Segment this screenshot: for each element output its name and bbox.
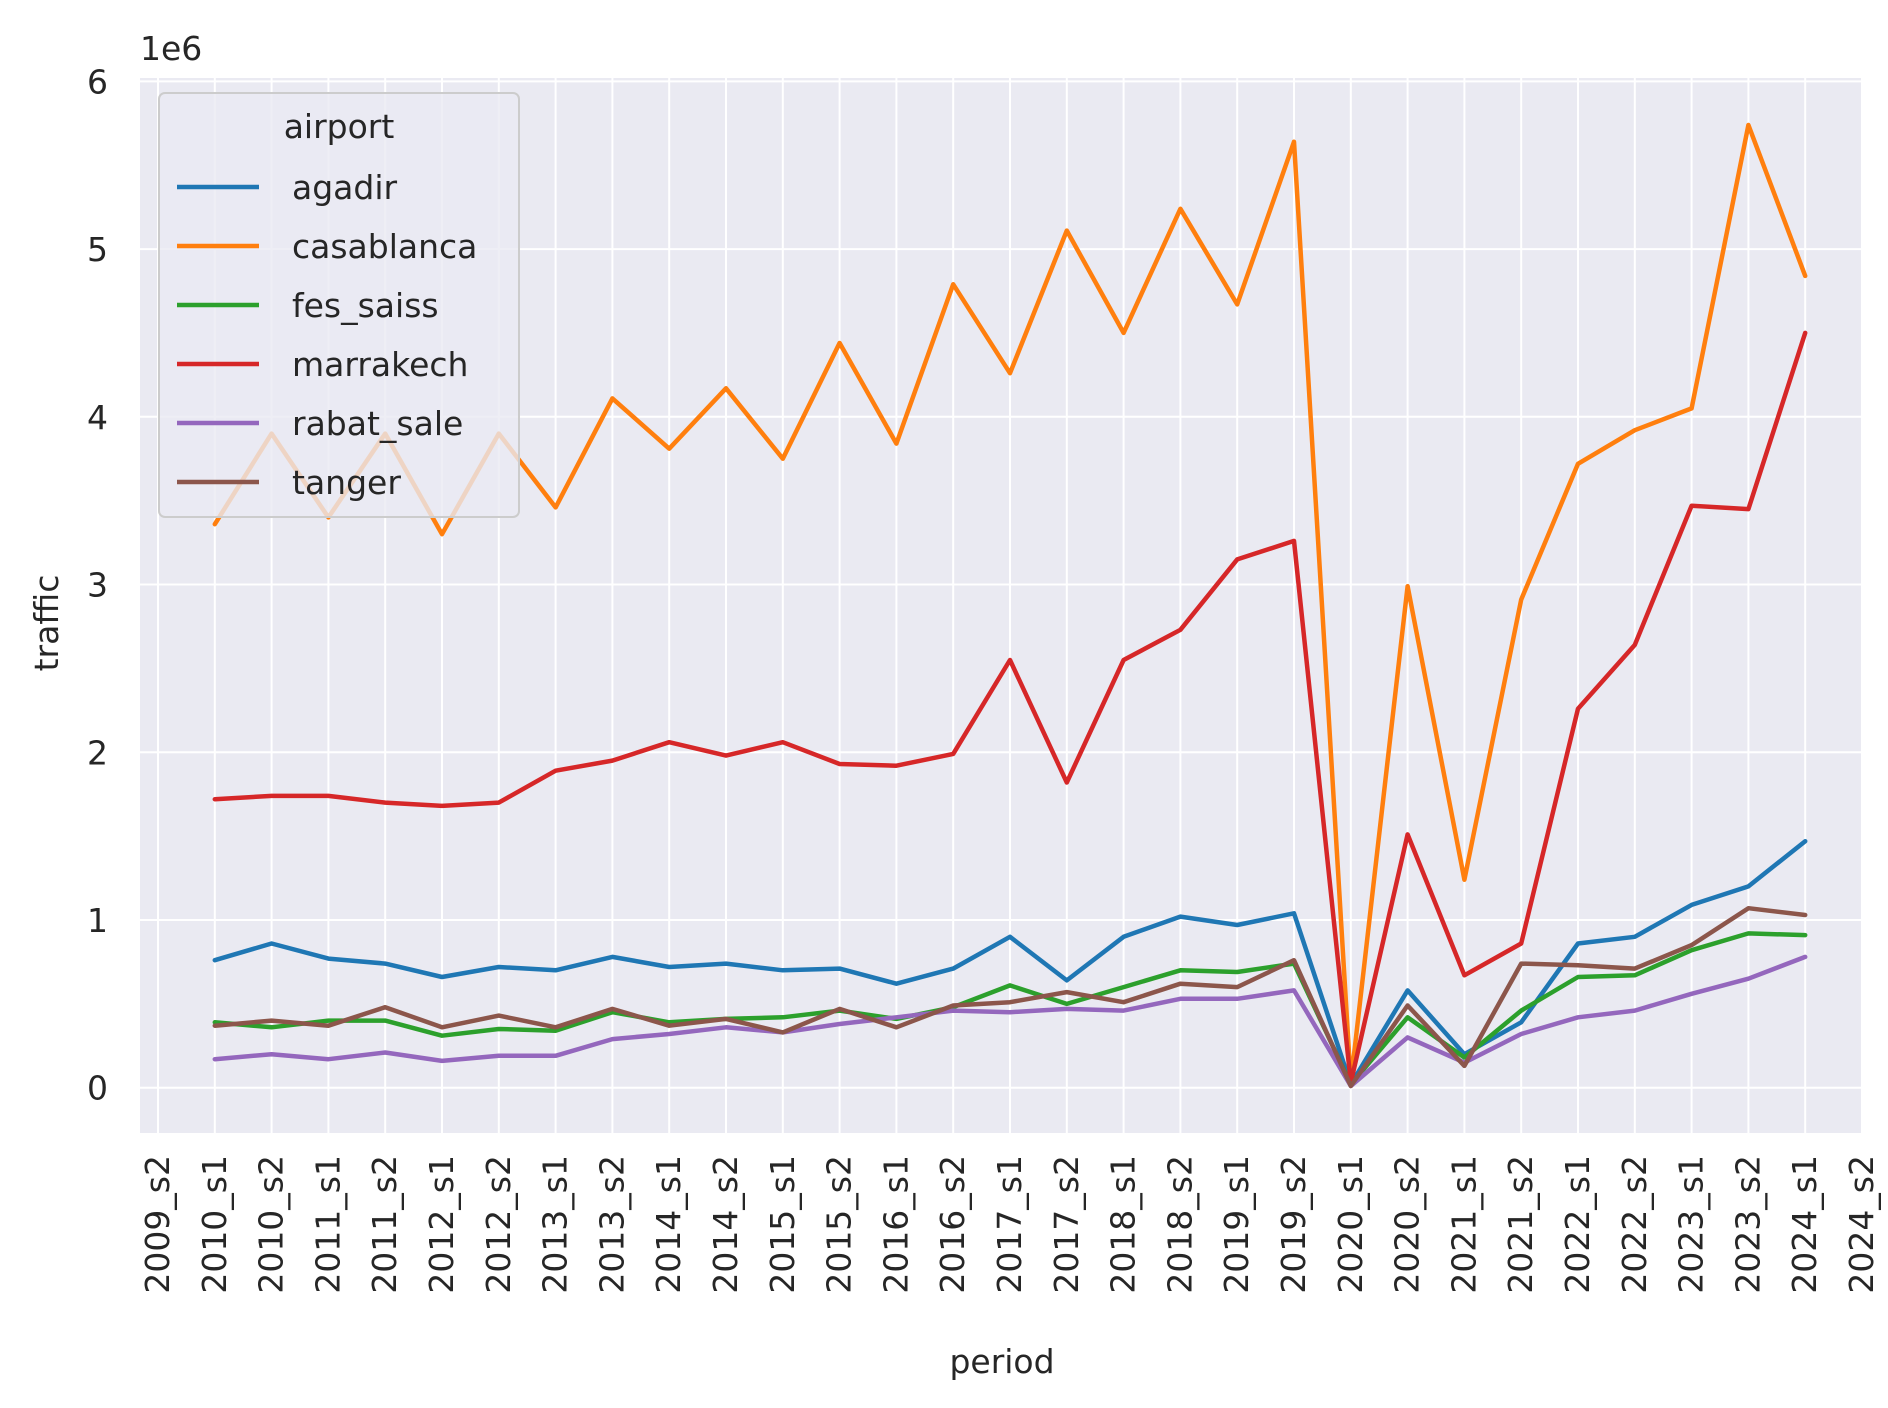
x-tick-label: 2016_s2: [933, 1155, 972, 1294]
x-tick-label: 2017_s2: [1047, 1155, 1086, 1294]
x-tick-label: 2010_s1: [195, 1155, 234, 1294]
x-tick-label: 2024_s2: [1842, 1155, 1881, 1294]
legend-box: [158, 92, 520, 518]
y-tick-label: 2: [87, 733, 108, 772]
x-tick-label: 2019_s2: [1274, 1155, 1313, 1294]
x-tick-label: 2019_s1: [1217, 1155, 1256, 1294]
x-tick-label: 2010_s2: [252, 1155, 291, 1294]
x-tick-label: 2013_s2: [592, 1155, 631, 1294]
x-tick-label: 2021_s2: [1501, 1155, 1540, 1294]
series-line-tanger: [212, 905, 1808, 1089]
x-tick-label: 2011_s1: [308, 1155, 347, 1294]
legend-label: marrakech: [292, 345, 468, 384]
legend-entries: agadir casablanca fes_saiss marrakech rabat_…: [177, 168, 477, 502]
x-tick-label: 2009_s2: [138, 1155, 177, 1294]
y-offset-label: 1e6: [140, 29, 202, 68]
x-tick-label: 2022_s1: [1558, 1155, 1597, 1294]
x-tick-label: 2018_s2: [1160, 1155, 1199, 1294]
y-tick-label: 4: [87, 398, 108, 437]
x-tick-label: 2014_s1: [649, 1155, 688, 1294]
legend-label: rabat_sale: [292, 404, 463, 443]
y-tick-labels: 0 1 2 3 4 5 6: [87, 62, 108, 1107]
y-tick-label: 5: [87, 230, 108, 269]
legend-label: agadir: [292, 168, 398, 207]
legend-label: casablanca: [292, 227, 477, 266]
x-tick-label: 2012_s1: [422, 1155, 461, 1294]
y-tick-label: 1: [87, 901, 108, 940]
x-tick-label: 2023_s1: [1672, 1155, 1711, 1294]
y-axis-label: traffic: [27, 575, 66, 672]
y-tick-label: 6: [87, 62, 108, 101]
x-tick-label: 2016_s1: [876, 1155, 915, 1294]
x-axis-label: period: [949, 1342, 1054, 1381]
x-tick-label: 2022_s2: [1615, 1155, 1654, 1294]
x-tick-label: 2023_s2: [1728, 1155, 1767, 1294]
x-tick-label: 2017_s1: [990, 1155, 1029, 1294]
x-tick-label: 2011_s2: [365, 1155, 404, 1294]
x-tick-label: 2024_s1: [1785, 1155, 1824, 1294]
x-tick-label: 2018_s1: [1104, 1155, 1143, 1294]
x-tick-label: 2015_s1: [763, 1155, 802, 1294]
series-line-rabat_sale: [212, 954, 1808, 1089]
series-line-fes_saiss: [212, 931, 1808, 1087]
x-tick-label: 2013_s1: [536, 1155, 575, 1294]
x-tick-label: 2015_s2: [820, 1155, 859, 1294]
x-tick-label: 2020_s2: [1388, 1155, 1427, 1294]
x-tick-label: 2014_s2: [706, 1155, 745, 1294]
x-tick-labels: 2009_s2 2010_s1 2010_s2 2011_s1 2011_s2 2012_…: [138, 1155, 1881, 1294]
series-line-agadir: [212, 838, 1808, 1087]
y-tick-label: 3: [87, 566, 108, 605]
y-tick-label: 0: [87, 1069, 108, 1108]
legend: airport agadir casablanca fes_saissmarrake…: [158, 92, 520, 518]
x-tick-label: 2020_s1: [1331, 1155, 1370, 1294]
legend-label: fes_saiss: [292, 286, 439, 325]
series-line-marrakech: [212, 330, 1808, 1085]
legend-title: airport: [284, 107, 395, 146]
legend-label: tanger: [292, 463, 401, 502]
x-tick-label: 2012_s2: [479, 1155, 518, 1294]
x-tick-label: 2021_s1: [1444, 1155, 1483, 1294]
